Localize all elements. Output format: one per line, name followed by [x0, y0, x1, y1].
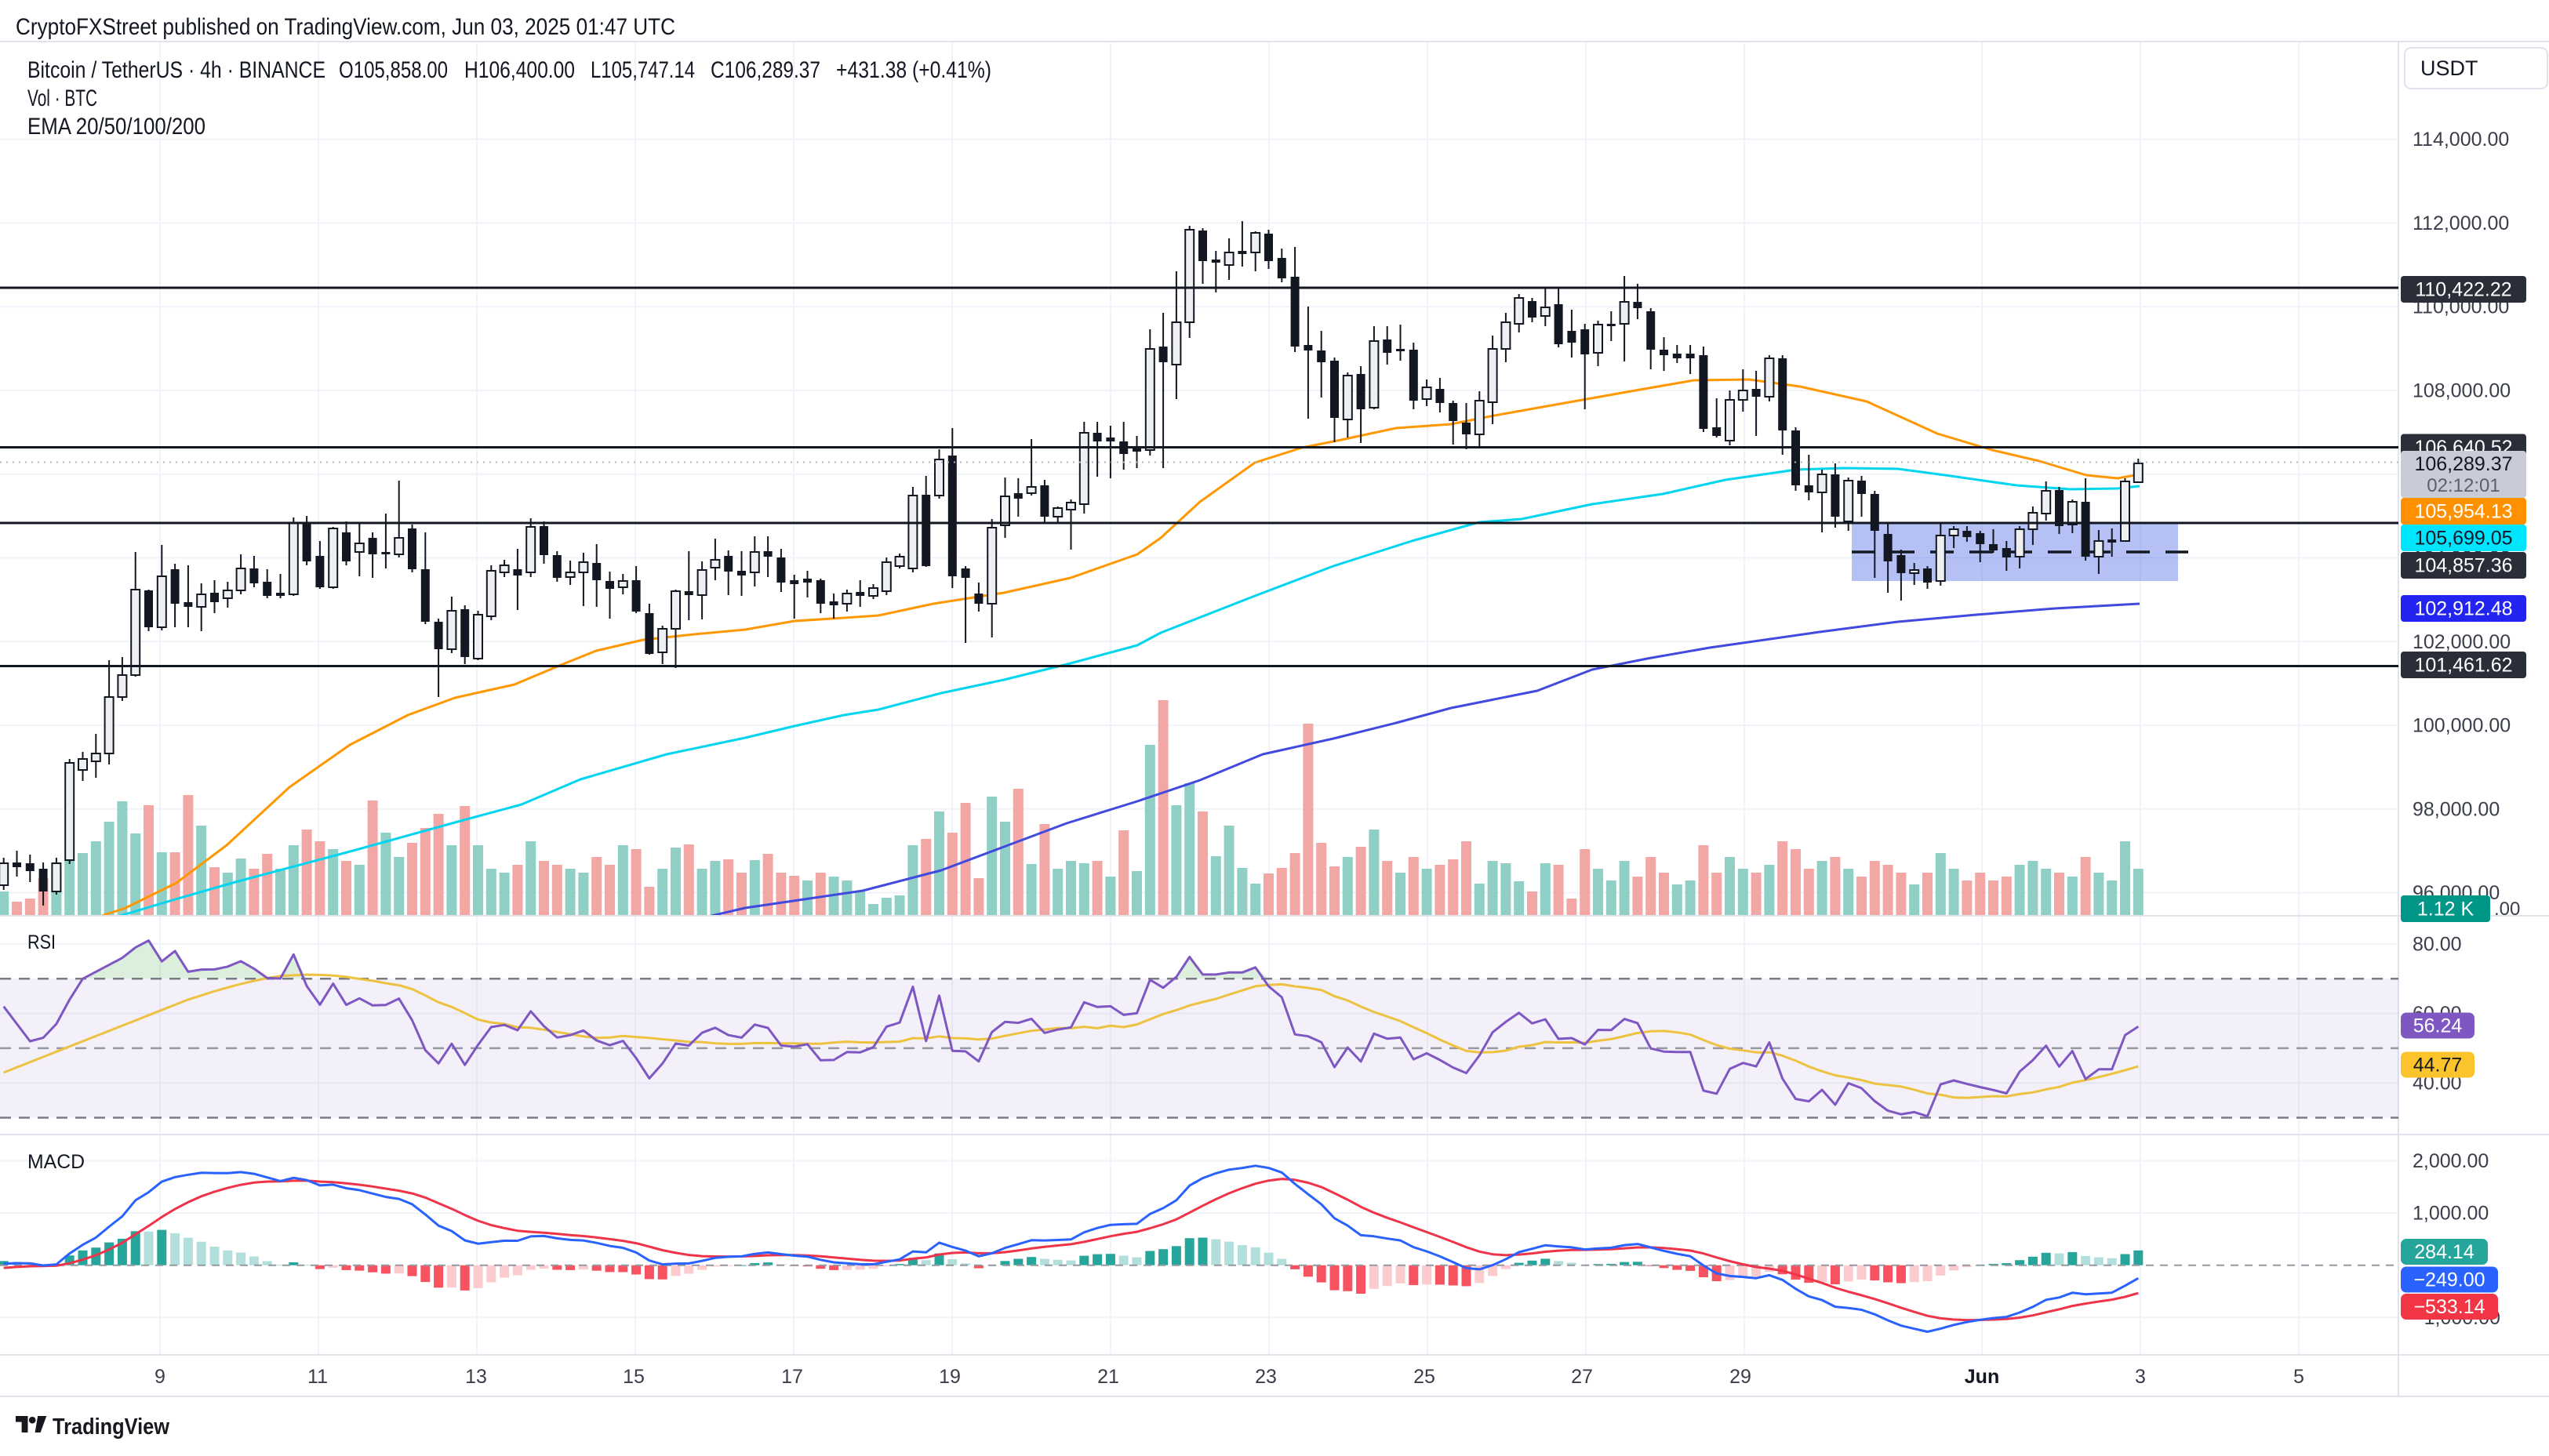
- svg-text:110,422.22: 110,422.22: [2415, 279, 2511, 301]
- svg-text:108,000.00: 108,000.00: [2413, 379, 2511, 401]
- svg-text:5: 5: [2293, 1366, 2304, 1388]
- svg-text:56.24: 56.24: [2413, 1015, 2463, 1037]
- svg-text:101,461.62: 101,461.62: [2414, 655, 2512, 677]
- svg-text:19: 19: [939, 1366, 961, 1388]
- svg-text:284.14: 284.14: [2414, 1241, 2474, 1263]
- svg-text:104,857.36: 104,857.36: [2414, 555, 2512, 577]
- svg-text:98,000.00: 98,000.00: [2413, 798, 2500, 820]
- svg-text:L105,747.14: L105,747.14: [591, 57, 695, 83]
- svg-text:105,699.05: 105,699.05: [2414, 528, 2512, 550]
- svg-text:1.12 K: 1.12 K: [2417, 899, 2474, 920]
- svg-text:21: 21: [1097, 1366, 1119, 1388]
- svg-text:102,000.00: 102,000.00: [2413, 631, 2511, 653]
- svg-text:1,000.00: 1,000.00: [2413, 1203, 2489, 1225]
- svg-text:100,000.00: 100,000.00: [2413, 715, 2511, 737]
- svg-text:2,000.00: 2,000.00: [2413, 1150, 2489, 1172]
- svg-text:13: 13: [465, 1366, 487, 1388]
- svg-text:105,954.13: 105,954.13: [2414, 501, 2512, 523]
- svg-text:+431.38 (+0.41%): +431.38 (+0.41%): [836, 57, 991, 83]
- svg-text:3: 3: [2135, 1366, 2146, 1388]
- svg-text:9: 9: [155, 1366, 165, 1388]
- svg-text:USDT: USDT: [2420, 56, 2478, 80]
- svg-text:02:12:01: 02:12:01: [2427, 475, 2500, 496]
- svg-text:15: 15: [623, 1366, 645, 1388]
- svg-text:O105,858.00: O105,858.00: [339, 57, 448, 83]
- svg-text:112,000.00: 112,000.00: [2413, 212, 2509, 234]
- svg-text:−249.00: −249.00: [2413, 1269, 2485, 1291]
- svg-text:−533.14: −533.14: [2413, 1296, 2485, 1318]
- svg-text:80.00: 80.00: [2413, 934, 2462, 956]
- svg-text:17: 17: [781, 1366, 803, 1388]
- svg-text:29: 29: [1729, 1366, 1751, 1388]
- svg-text:106,289.37: 106,289.37: [2414, 453, 2512, 475]
- svg-text:Bitcoin / TetherUS · 4h · BINA: Bitcoin / TetherUS · 4h · BINANCE: [27, 57, 325, 83]
- svg-text:11: 11: [307, 1366, 328, 1388]
- svg-text:44.77: 44.77: [2413, 1055, 2463, 1077]
- svg-text:Jun: Jun: [1965, 1366, 1999, 1388]
- svg-text:C106,289.37: C106,289.37: [711, 57, 820, 83]
- svg-text:.00: .00: [2494, 899, 2520, 920]
- svg-text:102,912.48: 102,912.48: [2414, 598, 2512, 620]
- svg-text:MACD: MACD: [27, 1151, 85, 1173]
- svg-text:TradingView: TradingView: [53, 1414, 169, 1440]
- svg-text:H106,400.00: H106,400.00: [464, 57, 575, 83]
- svg-text:EMA 20/50/100/200: EMA 20/50/100/200: [27, 114, 205, 140]
- svg-text:CryptoFXStreet published on Tr: CryptoFXStreet published on TradingView.…: [16, 14, 675, 40]
- svg-text:27: 27: [1571, 1366, 1593, 1388]
- svg-text:114,000.00: 114,000.00: [2413, 129, 2509, 151]
- svg-text:Vol · BTC: Vol · BTC: [27, 85, 97, 111]
- svg-text:23: 23: [1255, 1366, 1277, 1388]
- svg-text:RSI: RSI: [27, 931, 56, 953]
- svg-text:25: 25: [1413, 1366, 1435, 1388]
